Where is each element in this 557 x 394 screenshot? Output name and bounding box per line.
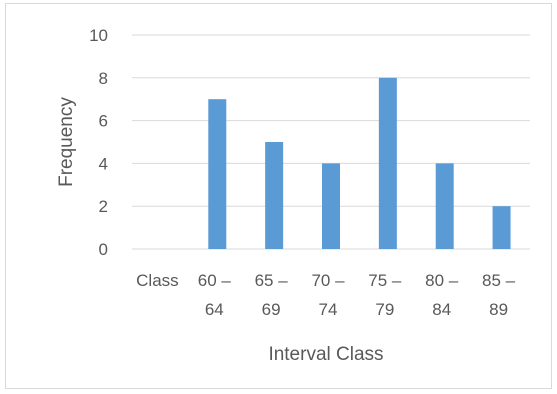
- y-tick-label: 6: [99, 112, 108, 131]
- y-axis-title: Frequency: [56, 97, 77, 187]
- bar: [265, 142, 284, 249]
- bar: [322, 163, 340, 249]
- bar: [435, 163, 454, 249]
- bar: [208, 99, 227, 249]
- bar: [492, 206, 511, 249]
- bar: [378, 77, 397, 249]
- x-tick-label: 70 –74: [311, 271, 345, 319]
- x-tick-label: 85 –89: [482, 271, 516, 319]
- y-tick-label: 2: [99, 197, 108, 216]
- x-tick-label: 75 –79: [368, 271, 402, 319]
- y-tick-label: 0: [99, 240, 108, 259]
- x-tick-label: Class: [136, 271, 179, 290]
- bars: [208, 77, 511, 249]
- x-tick-label: 65 –69: [255, 271, 289, 319]
- y-tick-label: 8: [99, 69, 108, 88]
- y-tick-labels: 0 2 4 6 8 10: [89, 26, 108, 259]
- x-tick-label: 60 –64: [198, 271, 232, 319]
- x-tick-label: 80 –84: [425, 271, 459, 319]
- x-tick-labels: Class 60 –64 65 –69 70 –74 75 –79 80 –84 85 –8…: [136, 271, 515, 319]
- x-axis-title: Interval Class: [268, 344, 383, 365]
- y-tick-label: 4: [99, 154, 108, 173]
- y-tick-label: 10: [89, 26, 108, 45]
- grid-lines: [132, 34, 530, 250]
